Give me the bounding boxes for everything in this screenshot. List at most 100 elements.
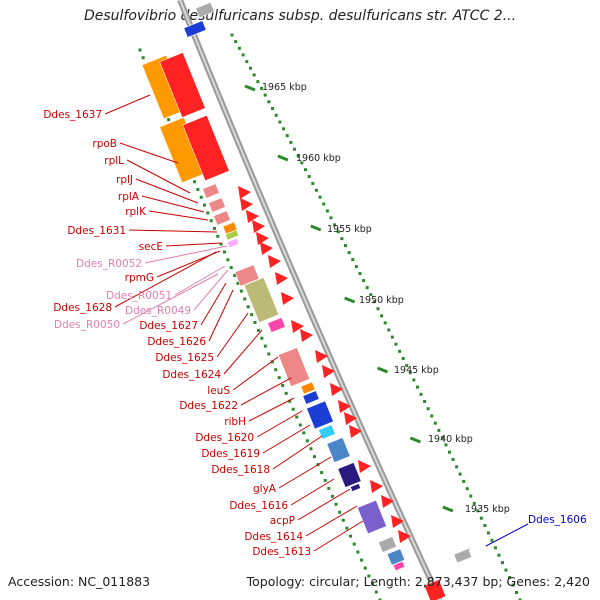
inner-tick xyxy=(284,391,288,395)
outer-tick xyxy=(455,465,459,469)
inner-tick xyxy=(295,415,299,419)
outer-tick xyxy=(514,591,518,595)
outer-tick xyxy=(230,33,234,37)
outer-tick xyxy=(390,335,394,339)
label-leader-lines xyxy=(104,94,364,552)
gene-label: Ddes_1624 xyxy=(162,369,221,381)
outer-tick xyxy=(365,286,369,290)
gene-label: rplL xyxy=(104,155,124,167)
gene-arrow xyxy=(338,400,351,413)
outer-tick xyxy=(483,524,487,528)
gene-label: Ddes_1606 xyxy=(528,514,587,526)
inner-tick xyxy=(216,234,220,238)
inner-tick xyxy=(206,211,210,215)
outer-tick xyxy=(329,216,333,220)
inner-tick xyxy=(267,352,271,356)
gene-feature xyxy=(208,197,226,213)
accession-label: Accession: NC_011883 xyxy=(8,574,151,589)
outer-tick xyxy=(490,538,494,542)
outer-tick xyxy=(426,407,430,411)
inner-tick xyxy=(202,203,206,207)
outer-tick xyxy=(300,161,304,165)
outer-tick xyxy=(241,53,245,57)
label-leader xyxy=(122,273,219,325)
label-leader xyxy=(232,356,279,391)
gene-arrow xyxy=(256,232,269,245)
major-tick xyxy=(376,366,389,374)
outer-tick xyxy=(343,244,347,248)
gene-label: Ddes_1622 xyxy=(179,400,238,412)
major-tick xyxy=(244,84,256,92)
gene-label: Ddes_1618 xyxy=(211,464,270,476)
outer-tick xyxy=(372,300,376,304)
label-leader xyxy=(305,505,358,537)
inner-tick xyxy=(167,118,171,122)
gene-arrow xyxy=(281,292,294,305)
inner-tick xyxy=(356,550,360,554)
outer-tick xyxy=(369,293,373,297)
outer-tick xyxy=(248,66,252,70)
outer-tick xyxy=(518,598,522,600)
major-tick xyxy=(277,154,289,162)
gene-label: acpP xyxy=(270,515,295,527)
gene-label: rpoB xyxy=(92,138,117,150)
gene-feature xyxy=(318,424,336,440)
gene-arrow xyxy=(398,530,411,543)
inner-tick xyxy=(281,383,285,387)
outer-tick xyxy=(465,487,469,491)
gene-feature xyxy=(468,546,482,558)
outer-tick xyxy=(358,272,362,276)
label-leader xyxy=(174,265,226,296)
inner-tick xyxy=(263,344,267,348)
outer-tick xyxy=(444,443,448,447)
inner-tick xyxy=(277,376,281,380)
gene-label: Ddes_1614 xyxy=(244,531,303,543)
inner-tick xyxy=(243,297,247,301)
outer-tick xyxy=(486,531,490,535)
major-tick xyxy=(442,505,454,513)
outer-tick xyxy=(256,80,260,84)
gene-label: rpmG xyxy=(125,272,154,284)
outer-tick xyxy=(423,399,427,403)
gene-feature xyxy=(378,536,397,553)
inner-tick xyxy=(367,574,371,578)
gene-arrow xyxy=(358,460,371,473)
highlight-leader xyxy=(485,523,529,547)
inner-tick xyxy=(323,478,327,482)
scale-label: 1965 kbp xyxy=(262,82,307,93)
gene-arrow xyxy=(381,495,394,508)
gene-feature xyxy=(267,317,286,333)
inner-tick xyxy=(219,242,223,246)
gene-label: Ddes_1625 xyxy=(155,352,214,364)
label-leader xyxy=(193,269,229,311)
outer-tick xyxy=(458,472,462,476)
gene-feature xyxy=(326,437,351,463)
outer-tick xyxy=(271,107,275,111)
gene-arrow xyxy=(260,242,273,255)
outer-tick xyxy=(278,120,282,124)
outer-tick xyxy=(237,46,241,50)
label-leader xyxy=(141,195,205,213)
outer-tick xyxy=(493,546,497,550)
inner-tick xyxy=(363,566,367,570)
gene-arrow xyxy=(344,412,357,425)
gene-feature xyxy=(278,347,310,387)
outer-tick xyxy=(507,576,511,580)
gene-arrow xyxy=(268,255,281,268)
outer-tick xyxy=(419,392,423,396)
gene-feature xyxy=(226,238,240,248)
gene-feature xyxy=(243,277,280,323)
dna-ring-highlight xyxy=(179,0,441,600)
gene-feature xyxy=(234,264,260,287)
label-leader xyxy=(290,478,335,506)
inner-tick xyxy=(305,439,309,443)
inner-tick xyxy=(229,266,233,270)
gene-label: secE xyxy=(139,241,163,253)
scale-label: 1940 kbp xyxy=(428,434,473,445)
gene-arrow xyxy=(240,198,253,211)
outer-tick xyxy=(408,371,412,375)
label-leader xyxy=(126,159,191,194)
outer-tick xyxy=(437,428,441,432)
inner-tick xyxy=(291,407,295,411)
label-leader xyxy=(256,410,303,438)
